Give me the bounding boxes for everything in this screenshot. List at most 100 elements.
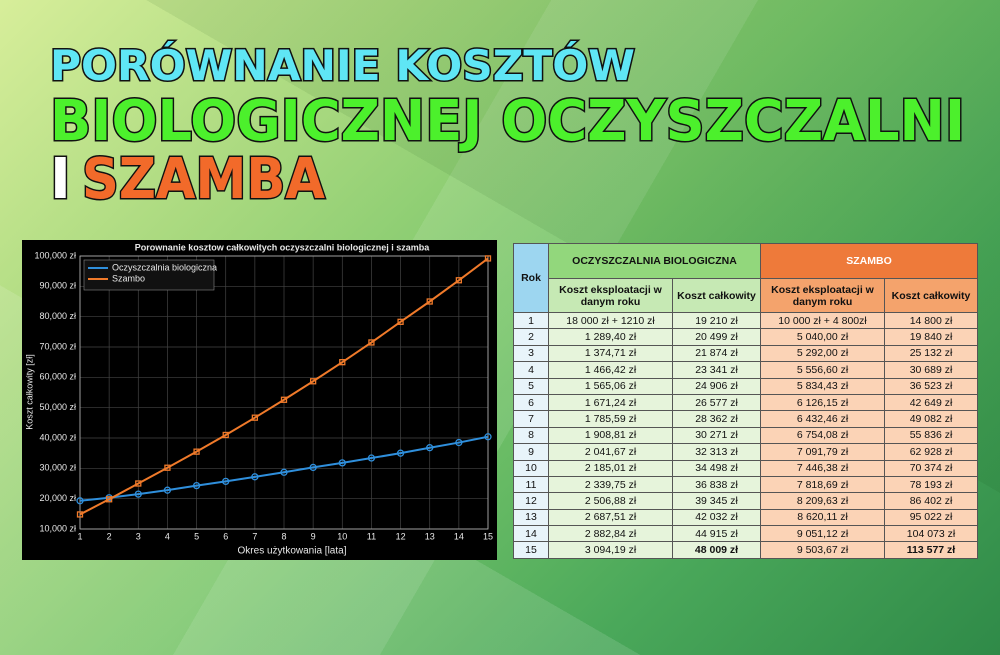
table-cell: 8 620,11 zł [760, 508, 885, 527]
marker [367, 454, 376, 462]
title-line: PORÓWNANIE KOSZTÓW [50, 40, 635, 90]
table-cell: 39 345 zł [672, 492, 761, 510]
marker [192, 481, 201, 490]
table-cell: 6 126,15 zł [760, 393, 885, 412]
table-cell: 36 838 zł [672, 475, 761, 494]
table-cell: 2 339,75 zł [548, 475, 673, 494]
legend-label: Szambo [112, 273, 145, 283]
marker [396, 449, 405, 457]
table-cell: 5 834,43 zł [760, 377, 885, 395]
header-cell: Koszt eksploatacji w danym roku [760, 278, 885, 313]
header-cell: Koszt eksploatacji w danym roku [548, 278, 673, 313]
table-cell: 20 499 zł [672, 328, 761, 346]
table-cell: 2 882,84 zł [548, 525, 673, 543]
x-axis-label: Okres użytkowania [lata] [238, 546, 347, 557]
marker [193, 448, 200, 455]
table-row: 15 3 094,19 zł 48 009 zł 9 503,67 zł 113 577… [513, 541, 978, 559]
marker [455, 438, 463, 447]
x-tick-label: 15 [483, 531, 493, 541]
table-cell: 18 000 zł + 1210 zł [548, 311, 673, 330]
table-row: 14 2 882,84 zł 44 915 zł 9 051,12 zł 104 073… [513, 525, 978, 543]
marker [251, 473, 259, 481]
table-cell: 9 503,67 zł [760, 541, 885, 559]
table-cell: 13 [513, 508, 549, 527]
table-cell: 28 362 zł [672, 410, 761, 428]
table-cell: 7 446,38 zł [760, 459, 885, 477]
table-row: 13 2 687,51 zł 42 032 zł 8 620,11 zł 95 022 … [513, 508, 978, 527]
table-cell: 78 193 zł [884, 475, 978, 494]
header-row: Rok OCZYSZCZALNIA BIOLOGICZNA SZAMBO [513, 243, 978, 313]
x-tick-label: 4 [165, 531, 170, 541]
table-cell: 30 271 zł [672, 426, 761, 445]
header-cell: Rok [513, 243, 549, 313]
marker [76, 497, 84, 505]
table-cell: 1 374,71 zł [548, 344, 673, 363]
marker [76, 511, 84, 518]
x-tick-label: 6 [223, 531, 228, 541]
x-tick-label: 7 [252, 531, 257, 541]
marker [455, 277, 463, 284]
table-cell: 19 210 zł [672, 311, 761, 330]
table-cell: 21 874 zł [672, 344, 761, 363]
marker [163, 486, 172, 494]
table-row: 10 2 185,01 zł 34 498 zł 7 446,38 zł 70 374 … [513, 459, 978, 477]
y-tick-label: 30,000 zł [39, 463, 76, 473]
x-tick-label: 11 [367, 531, 376, 541]
x-tick-label: 8 [281, 531, 286, 541]
table-cell: 34 498 zł [672, 459, 761, 477]
table-cell: 12 [513, 492, 549, 510]
table-cell: 2 185,01 zł [548, 459, 673, 477]
table-cell: 55 836 zł [884, 426, 978, 445]
marker [135, 480, 142, 487]
table-cell: 10 000 zł + 4 800zł [760, 311, 885, 330]
title-block: PORÓWNANIE KOSZTÓW BIOLOGICZNEJ OCZYSZCZ… [49, 39, 967, 214]
table-cell: 9 051,12 zł [760, 525, 885, 543]
table-cell: 32 313 zł [672, 443, 761, 461]
table-cell: 62 928 zł [884, 443, 978, 461]
y-tick-label: 50,000 zł [39, 402, 76, 412]
header-cell: Koszt całkowity [884, 278, 978, 313]
table-cell: 2 [513, 328, 549, 346]
table-cell: 1 289,40 zł [548, 328, 673, 346]
y-tick-label: 70,000 zł [39, 341, 76, 351]
x-tick-label: 1 [77, 531, 82, 541]
table-cell: 6 432,46 zł [760, 410, 885, 428]
x-tick-label: 3 [136, 531, 141, 541]
table-cell: 1 671,24 zł [548, 393, 673, 412]
marker [134, 490, 142, 498]
table-cell: 2 506,88 zł [548, 492, 673, 510]
y-tick-label: 80,000 zł [39, 311, 76, 321]
table-cell: 1 466,42 zł [548, 361, 673, 379]
series-line [79, 257, 489, 516]
marker [339, 359, 346, 366]
chart-title: Porownanie kosztow całkowitych oczyszcza… [135, 242, 431, 252]
table-cell: 86 402 zł [884, 492, 978, 510]
table-cell: 5 556,60 zł [760, 361, 885, 379]
series-line [79, 435, 489, 502]
y-axis-label: Koszt całkowity [zł] [24, 354, 34, 430]
table-cell: 104 073 zł [884, 525, 978, 543]
title-line: BIOLOGICZNEJ OCZYSZCZALNI [50, 89, 965, 154]
x-tick-label: 14 [454, 531, 464, 541]
table-cell: 3 [513, 344, 549, 363]
header-cell: OCZYSZCZALNIA BIOLOGICZNA [548, 243, 761, 279]
table-cell: 8 209,63 zł [760, 492, 885, 510]
x-tick-label: 12 [396, 531, 406, 541]
marker [484, 255, 492, 262]
marker [338, 459, 346, 467]
table-cell: 5 292,00 zł [760, 344, 885, 363]
y-tick-label: 60,000 zł [39, 372, 76, 382]
legend-box [83, 259, 215, 291]
marker [105, 496, 113, 503]
table-cell: 9 [513, 443, 549, 461]
table-cell: 1 785,59 zł [548, 410, 673, 428]
marker [397, 318, 404, 325]
marker [280, 468, 288, 476]
table-cell: 19 840 zł [884, 328, 978, 346]
table-cell: 7 818,69 zł [760, 475, 885, 494]
